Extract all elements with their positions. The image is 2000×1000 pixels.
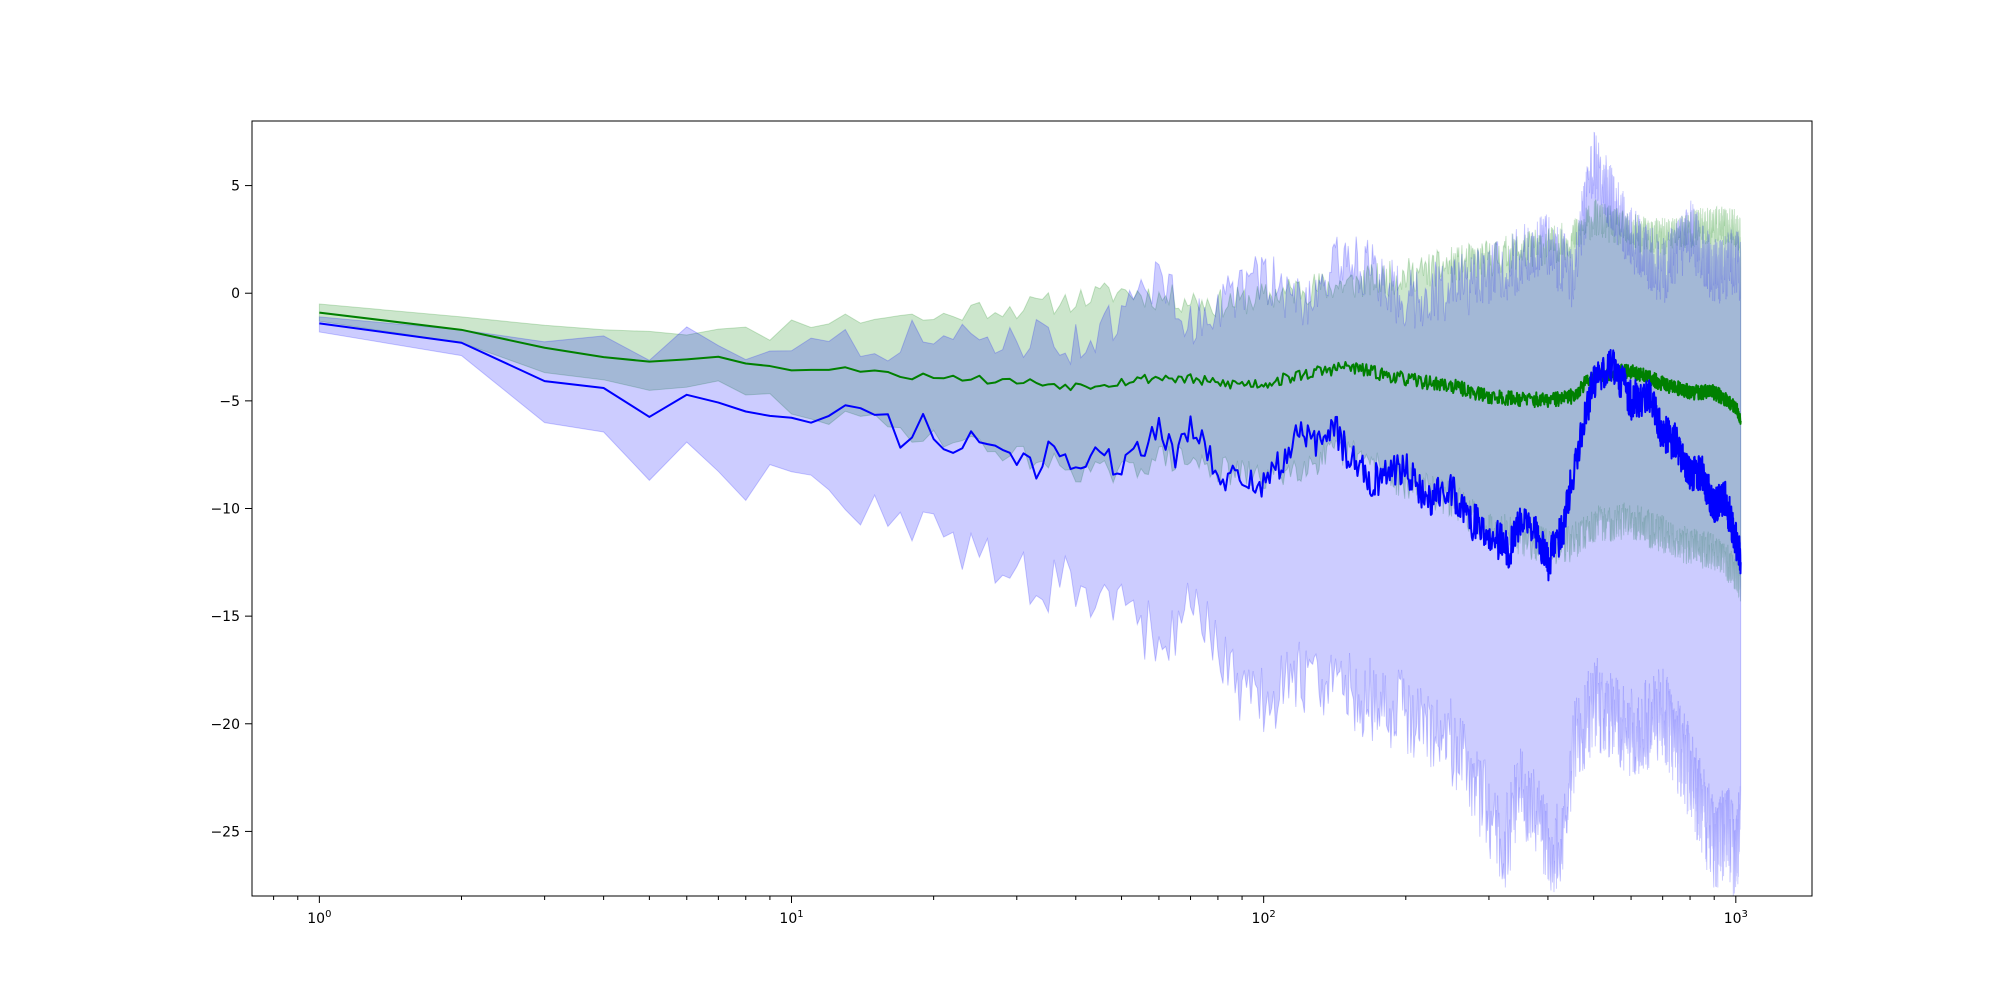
x-tick-label-0: 100 [307, 909, 331, 927]
series-2-line [319, 322, 1742, 582]
series-2-band [318, 131, 1742, 896]
y-tick-label-4: −15 [210, 609, 240, 625]
y-tick-label-6: −25 [210, 824, 240, 840]
x-tick-label-3: 103 [1724, 909, 1748, 927]
x-tick-label-1: 101 [779, 909, 803, 927]
confidence-bands [318, 131, 1742, 896]
y-tick-label-3: −10 [210, 502, 240, 518]
x-tick-label-2: 102 [1252, 909, 1276, 927]
y-axis-ticks: 5 0 −5 −10 −15 −20 −25 [210, 179, 252, 840]
series-lines [319, 311, 1742, 582]
y-tick-label-2: −5 [219, 394, 240, 410]
x-axis-ticks: 100 101 102 103 [273, 896, 1748, 927]
y-tick-label-0: 5 [231, 179, 240, 195]
y-tick-label-1: 0 [231, 286, 240, 302]
y-tick-label-5: −20 [210, 717, 240, 733]
